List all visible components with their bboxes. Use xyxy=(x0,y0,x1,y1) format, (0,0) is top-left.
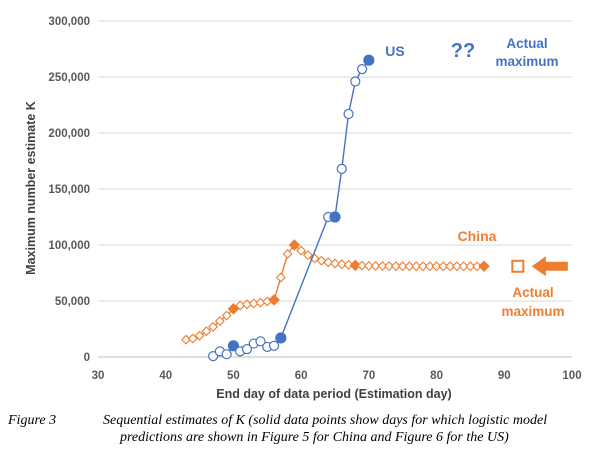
x-tick-label: 50 xyxy=(227,370,240,382)
y-axis-title: Maximum number estimate K xyxy=(24,101,38,275)
china-point xyxy=(187,333,198,344)
caption-label: Figure 3 xyxy=(8,413,57,428)
china-point xyxy=(288,239,301,251)
us-point xyxy=(275,332,287,344)
us-point xyxy=(363,54,375,66)
china-point xyxy=(302,250,313,261)
china-point xyxy=(194,330,205,341)
china-point xyxy=(316,255,327,266)
us-point xyxy=(350,76,361,87)
china-point xyxy=(214,316,225,327)
chart: 0 50,000 100,000 150,000 200,000 250,000 300,0… xyxy=(24,16,582,401)
china-point xyxy=(330,258,340,269)
us-point xyxy=(208,351,219,362)
gridlines xyxy=(98,20,572,358)
x-tick-label: 60 xyxy=(295,370,308,382)
figure-caption: Figure 3 Sequential estimates of K (solid… xyxy=(8,412,596,446)
china-point xyxy=(268,294,280,306)
china-point xyxy=(384,261,395,272)
y-axis-ticks: 0 50,000 100,000 150,000 200,000 250,000 300,0… xyxy=(48,16,90,364)
china-point xyxy=(465,261,476,272)
us-point xyxy=(329,211,341,223)
x-tick-label: 40 xyxy=(159,370,172,382)
us-series-label: US xyxy=(385,43,404,59)
us-actual-line1: Actual xyxy=(506,36,547,51)
us-unknown-marker: ?? xyxy=(451,40,475,62)
x-tick-label: 90 xyxy=(498,370,511,382)
series-china xyxy=(181,239,490,345)
us-point xyxy=(268,340,280,351)
y-tick-label: 50,000 xyxy=(55,296,90,308)
x-tick-label: 80 xyxy=(430,370,443,382)
series-us xyxy=(208,54,375,362)
china-point xyxy=(208,321,219,332)
china-point xyxy=(390,261,401,272)
y-tick-label: 300,000 xyxy=(48,16,90,28)
china-point xyxy=(418,261,429,272)
china-point xyxy=(438,261,449,272)
china-series-label: China xyxy=(458,228,497,244)
y-tick-label: 250,000 xyxy=(48,72,90,84)
china-point xyxy=(424,261,435,272)
us-point xyxy=(221,349,232,360)
annotation-marks xyxy=(511,256,568,277)
china-point xyxy=(221,310,232,321)
china-point xyxy=(201,326,212,337)
china-point xyxy=(323,257,334,268)
china-point xyxy=(357,260,368,271)
us-point xyxy=(343,108,354,120)
y-tick-label: 0 xyxy=(84,352,90,364)
china-point xyxy=(377,261,388,272)
china-point xyxy=(445,261,456,272)
us-point xyxy=(241,344,253,355)
china-point xyxy=(296,245,307,256)
china-point xyxy=(431,261,442,272)
us-line xyxy=(212,59,370,357)
china-point xyxy=(411,261,422,272)
china-point xyxy=(370,260,381,271)
x-tick-label: 30 xyxy=(92,370,105,382)
y-tick-label: 200,000 xyxy=(48,128,90,140)
china-point xyxy=(404,261,415,272)
x-tick-label: 70 xyxy=(362,370,375,382)
china-point xyxy=(451,261,462,272)
china-point xyxy=(458,261,469,272)
china-point xyxy=(363,260,374,271)
us-actual-line2: maximum xyxy=(495,54,558,69)
us-point xyxy=(255,336,266,347)
y-tick-label: 100,000 xyxy=(48,240,90,252)
x-axis-ticks: 30 40 50 60 70 80 90 100 xyxy=(92,370,582,382)
y-tick-label: 150,000 xyxy=(48,184,90,196)
caption-line2: predictions are shown in Figure 5 for Ch… xyxy=(120,430,509,445)
china-point xyxy=(397,261,408,272)
china-point xyxy=(275,272,286,283)
x-tick-label: 100 xyxy=(562,370,581,382)
us-point xyxy=(227,340,240,352)
china-actual-line1: Actual xyxy=(512,285,553,300)
caption-line1: Sequential estimates of K (solid data po… xyxy=(103,413,548,428)
x-axis-title: End day of data period (Estimation day) xyxy=(216,387,451,401)
china-point xyxy=(336,259,347,270)
china-point xyxy=(349,259,362,272)
arrow-left-icon xyxy=(531,256,568,277)
china-actual-maximum-marker xyxy=(511,259,525,273)
us-point xyxy=(356,64,368,75)
china-actual-line2: maximum xyxy=(501,304,564,319)
china-point xyxy=(478,260,490,273)
china-point xyxy=(282,248,293,259)
us-point xyxy=(336,163,347,174)
china-point xyxy=(343,259,354,270)
china-point xyxy=(227,303,240,315)
